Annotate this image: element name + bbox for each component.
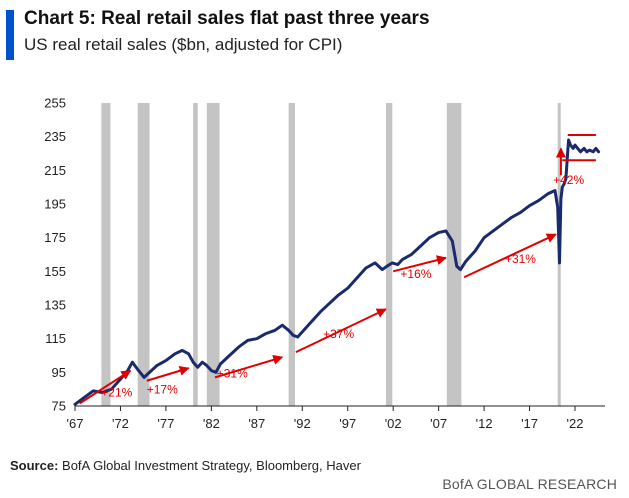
- recession-band-0: [101, 103, 111, 406]
- chart-subtitle: US real retail sales ($bn, adjusted for …: [24, 35, 343, 54]
- x-tick-label: '97: [339, 416, 356, 431]
- recession-bands: [101, 103, 561, 406]
- recession-band-5: [385, 103, 393, 406]
- source-note: Source: BofA Global Investment Strategy,…: [10, 458, 361, 473]
- x-tick-label: '87: [248, 416, 265, 431]
- growth-arrow-1: [146, 365, 190, 382]
- x-tick-label: '92: [294, 416, 311, 431]
- annotation-layer: +21% +17% +31% +37% +16% +31% +42%: [79, 133, 596, 405]
- source-label: Source:: [10, 458, 59, 473]
- y-tick-label: 215: [44, 163, 66, 178]
- growth-label-3: +37%: [323, 327, 354, 341]
- growth-arrow-2: [214, 354, 284, 379]
- x-tick-label: '22: [567, 416, 584, 431]
- y-tick-label: 255: [44, 96, 66, 111]
- x-tick-label: '77: [157, 416, 174, 431]
- series-layer: [73, 138, 601, 406]
- brand-global-research: GLOBAL RESEARCH: [472, 476, 617, 492]
- y-tick-label: 175: [44, 230, 66, 245]
- growth-arrow-3: [295, 308, 387, 354]
- x-tick-label: '72: [112, 416, 129, 431]
- y-tick-label: 75: [52, 399, 66, 414]
- y-tick-label: 235: [44, 129, 66, 144]
- series-line: [73, 138, 601, 406]
- growth-label-0: +21%: [101, 386, 132, 400]
- recession-band-1: [137, 103, 150, 406]
- x-tick-label: '02: [385, 416, 402, 431]
- growth-label-4: +16%: [400, 267, 431, 281]
- y-tick-label: 95: [52, 365, 66, 380]
- growth-label-6: +42%: [553, 173, 584, 187]
- growth-arrow-5: [463, 233, 557, 279]
- brand-logo: BofA GLOBAL RESEARCH: [442, 476, 617, 492]
- growth-label-1: +17%: [147, 382, 178, 396]
- title-accent-bar: [6, 10, 14, 60]
- y-tick-label: 115: [45, 331, 66, 346]
- y-tick-label: 135: [44, 298, 66, 313]
- growth-label-5: +31%: [505, 252, 536, 266]
- y-tick-label: 195: [44, 197, 66, 212]
- recession-band-4: [288, 103, 295, 406]
- x-tick-label: '12: [476, 416, 493, 431]
- axes: 75 95 115 135 155 175 195 215 235 255 '67 '72 '77 '82…: [44, 96, 605, 431]
- growth-arrow-4: [392, 255, 447, 273]
- y-tick-label: 155: [44, 264, 66, 279]
- chart-title: Chart 5: Real retail sales flat past thr…: [24, 8, 430, 29]
- x-tick-label: '07: [430, 416, 447, 431]
- x-tick-label: '82: [203, 416, 220, 431]
- source-text: BofA Global Investment Strategy, Bloombe…: [58, 458, 361, 473]
- growth-arrow-0: [79, 369, 132, 405]
- x-tick-label: '17: [521, 416, 538, 431]
- x-tick-label: '67: [67, 416, 84, 431]
- recession-band-3: [206, 103, 220, 406]
- recession-band-2: [193, 103, 198, 406]
- brand-bofa: BofA: [442, 476, 473, 492]
- growth-label-2: +31%: [217, 366, 248, 380]
